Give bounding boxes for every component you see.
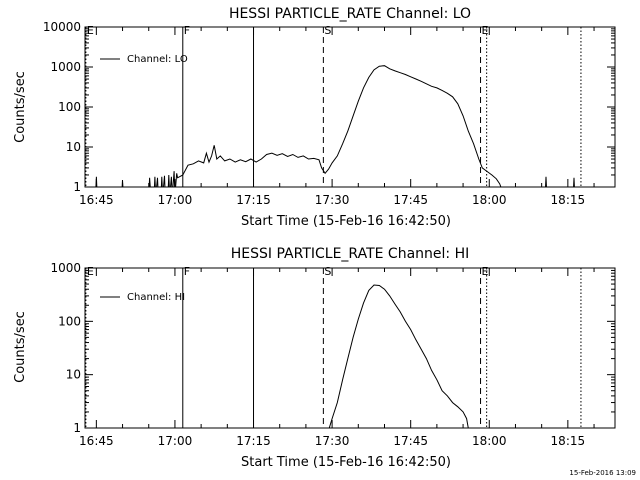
panel-lo-plot-frame xyxy=(84,26,616,188)
panel-lo-title: HESSI PARTICLE_RATE Channel: LO xyxy=(229,6,471,22)
panel-hi-legend-label: Channel: HI xyxy=(127,292,185,303)
panel-lo-marker-label: S xyxy=(324,24,331,37)
panel-lo-x-tick-label: 16:45 xyxy=(79,193,114,207)
panel-lo-series-line xyxy=(148,177,151,187)
panel-lo-series-line xyxy=(545,176,547,187)
panel-lo-x-axis: 16:45 17:00 17:15 17:30 17:45 18:00 18:15 xyxy=(79,27,595,207)
panel-lo-y-tick-label: 10 xyxy=(66,140,81,154)
panel-lo-legend: Channel: LO xyxy=(100,54,188,65)
panel-lo-marker-label: E xyxy=(87,24,94,37)
panel-lo-x-tick-label: 17:15 xyxy=(236,193,271,207)
panel-lo-series-line xyxy=(95,176,98,187)
panel-lo-y-label: Counts/sec xyxy=(13,71,28,143)
panel-hi-series-line xyxy=(328,284,469,428)
panel-hi-plot-frame xyxy=(84,267,616,429)
panel-hi-x-tick-label: 17:00 xyxy=(158,434,193,448)
panel-lo-marker-label: E xyxy=(482,24,489,37)
panel-lo-series-line xyxy=(182,65,502,187)
panel-lo-y-tick-label: 1 xyxy=(73,180,81,194)
panel-hi-y-tick-label: 100 xyxy=(58,314,81,328)
panel-hi-x-tick-label: 17:30 xyxy=(315,434,350,448)
panel-lo-series-line xyxy=(160,175,166,187)
panel-hi: HESSI PARTICLE_RATE Channel: HI 1 10 100 10… xyxy=(13,246,616,470)
panel-hi-x-label: Start Time (15-Feb-16 16:42:50) xyxy=(241,455,451,470)
panel-lo-x-tick-label: 18:15 xyxy=(551,193,586,207)
panel-hi-x-tick-label: 16:45 xyxy=(79,434,114,448)
panel-lo-x-tick-label: 17:00 xyxy=(158,193,193,207)
panel-lo-series-line xyxy=(167,171,184,187)
panel-lo-series xyxy=(95,65,575,187)
panel-lo-y-tick-label: 10000 xyxy=(43,20,81,34)
panel-lo: HESSI PARTICLE_RATE Channel: LO 1 10 100 10… xyxy=(13,6,616,229)
panel-lo-y-tick-label: 100 xyxy=(58,100,81,114)
panel-hi-marker-label: F xyxy=(184,265,190,278)
panel-hi-series xyxy=(328,284,469,428)
panel-hi-legend: Channel: HI xyxy=(100,292,185,303)
panel-lo-x-label: Start Time (15-Feb-16 16:42:50) xyxy=(241,214,451,229)
panel-lo-y-axis: 1 10 100 1000 10000 xyxy=(43,20,615,194)
panel-hi-y-tick-label: 1000 xyxy=(50,261,81,275)
panel-hi-x-tick-label: 18:15 xyxy=(551,434,586,448)
panel-lo-series-line xyxy=(573,177,575,187)
panel-lo-x-tick-label: 18:00 xyxy=(472,193,507,207)
panel-hi-title: HESSI PARTICLE_RATE Channel: HI xyxy=(231,246,469,262)
panel-hi-x-tick-label: 18:00 xyxy=(472,434,507,448)
panel-hi-x-tick-label: 17:45 xyxy=(393,434,428,448)
panel-hi-marker-label: E xyxy=(87,265,94,278)
panel-hi-marker-label: S xyxy=(324,265,331,278)
panel-hi-y-tick-label: 10 xyxy=(66,368,81,382)
panel-hi-y-label: Counts/sec xyxy=(13,311,28,383)
panel-lo-marker-label: F xyxy=(184,24,190,37)
panel-hi-marker-label: E xyxy=(482,265,489,278)
panel-hi-x-tick-label: 17:15 xyxy=(236,434,271,448)
panel-lo-y-tick-label: 1000 xyxy=(50,60,81,74)
panel-lo-legend-label: Channel: LO xyxy=(127,54,188,65)
timestamp: 15-Feb-2016 13:09 xyxy=(569,469,636,477)
panel-lo-series-line xyxy=(121,179,124,187)
panel-lo-x-tick-label: 17:45 xyxy=(393,193,428,207)
panel-hi-x-axis: 16:45 17:00 17:15 17:30 17:45 18:00 18:15 xyxy=(79,268,595,448)
panel-hi-y-axis: 1 10 100 1000 xyxy=(50,261,615,435)
panel-hi-y-tick-label: 1 xyxy=(73,421,81,435)
panel-lo-series-line xyxy=(153,176,159,187)
panel-lo-x-tick-label: 17:30 xyxy=(315,193,350,207)
